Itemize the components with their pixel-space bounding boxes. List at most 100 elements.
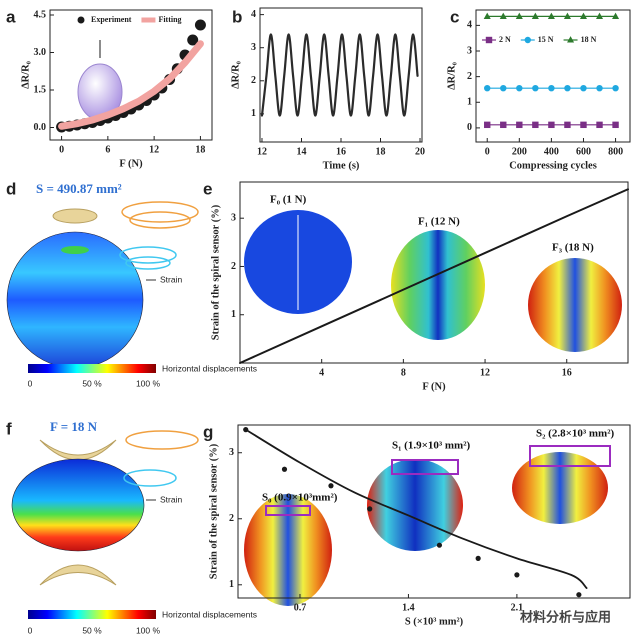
data-point: [516, 84, 523, 92]
data-point: [563, 12, 571, 19]
fem-image: [244, 494, 332, 606]
legend-symbol: [567, 36, 575, 43]
y-tick-label: 0.0: [34, 122, 47, 133]
data-point: [564, 121, 571, 129]
colorbar-tick: 50 %: [82, 625, 102, 635]
data-point: [532, 121, 539, 129]
data-point: [580, 121, 587, 129]
y-axis-label: ΔR/R₀: [20, 61, 31, 89]
data-point: [612, 12, 620, 19]
data-point: [187, 34, 199, 46]
x-tick-label: 16: [336, 146, 346, 157]
y-tick-label: 2: [231, 261, 236, 272]
x-tick-label: 4: [319, 367, 324, 378]
colorbar-tick: 0: [28, 378, 33, 388]
data-point: [596, 12, 604, 19]
spiral: [121, 201, 199, 223]
x-axis-label: F (N): [422, 381, 446, 392]
contact-box: [265, 505, 311, 516]
x-tick-label: 6: [105, 144, 110, 155]
annotation: S₂ (2.8×10³ mm²): [536, 428, 615, 440]
y-axis-label: ΔR/R₀: [446, 62, 457, 90]
panel-letter: g: [203, 422, 213, 441]
y-tick-label: 4: [251, 9, 256, 20]
x-tick-label: 20: [415, 146, 425, 157]
x-tick-label: 8: [401, 367, 406, 378]
y-tick-label: 1: [467, 97, 472, 108]
fem-image: [528, 258, 622, 352]
x-tick-label: 16: [562, 367, 572, 378]
y-tick-label: 0: [467, 122, 472, 133]
data-point: [532, 84, 539, 92]
data-point: [612, 121, 619, 129]
panel-letter: d: [6, 179, 16, 198]
legend-label: 18 N: [581, 35, 597, 44]
y-tick-label: 3: [251, 42, 256, 53]
data-line: [244, 428, 588, 589]
y-tick-label: 3: [229, 447, 234, 458]
data-line: [58, 40, 204, 130]
panel-letter: c: [450, 7, 459, 26]
x-axis-label: Compressing cycles: [509, 160, 597, 171]
legend-label: 15 N: [538, 35, 554, 44]
colorbar-label: Horizontal displacements: [162, 609, 257, 619]
spiral: [129, 211, 191, 229]
x-tick-label: 400: [544, 146, 559, 157]
panel-d: d S = 490.87 mm² Strain 0 50 % 100 % Hor…: [6, 179, 257, 388]
x-tick-label: 0: [59, 144, 64, 155]
x-axis-label: S (×10³ mm²): [405, 616, 464, 627]
press-plate: [39, 439, 117, 461]
legend-label: Fitting: [158, 15, 181, 24]
x-axis-label: F (N): [119, 158, 143, 169]
annotation: F₀ (1 N): [270, 194, 307, 206]
panel-letter: a: [6, 7, 16, 26]
x-tick-label: 12: [149, 144, 159, 155]
colorbar-label: Horizontal displacements: [162, 363, 257, 373]
x-tick-label: 0.7: [294, 602, 307, 613]
x-tick-label: 600: [576, 146, 591, 157]
x-tick-label: 14: [296, 146, 306, 157]
press-plate: [52, 208, 98, 224]
x-tick-label: 2.1: [511, 602, 524, 613]
legend-symbol: [524, 36, 531, 44]
x-tick-label: 12: [257, 146, 267, 157]
y-tick-label: 2: [251, 75, 256, 86]
y-tick-label: 1: [251, 108, 256, 119]
data-point: [547, 12, 555, 19]
fem-image: [512, 452, 608, 524]
x-tick-label: 800: [608, 146, 623, 157]
plot-frame: [49, 9, 213, 141]
data-point: [436, 542, 443, 548]
data-point: [483, 12, 491, 19]
legend-label: 2 N: [499, 35, 511, 44]
spiral: [123, 469, 177, 487]
y-axis-label: Strain of the spiral sensor (%): [210, 204, 221, 340]
data-point: [281, 466, 288, 472]
x-tick-label: 200: [512, 146, 527, 157]
data-point: [548, 121, 555, 129]
x-tick-label: 18: [376, 146, 386, 157]
y-tick-label: 2: [229, 513, 234, 524]
x-axis-label: Time (s): [323, 160, 360, 171]
plot-frame: [237, 424, 631, 599]
y-tick-label: 1: [229, 579, 234, 590]
panel-letter: b: [232, 7, 242, 26]
x-tick-label: 12: [480, 367, 490, 378]
colorbar-tick: 0: [28, 625, 33, 635]
data-point: [576, 592, 582, 598]
colorbar-tick: 100 %: [136, 625, 161, 635]
data-point: [596, 84, 603, 92]
y-axis-label: Strain of the spiral sensor (%): [208, 443, 219, 579]
strain-label: Strain: [160, 274, 182, 284]
y-tick-label: 3: [467, 45, 472, 56]
colorbar-tick: 100 %: [136, 378, 161, 388]
data-point: [548, 84, 555, 92]
x-tick-label: 1.4: [402, 602, 415, 613]
fem-image: [391, 230, 485, 340]
data-point: [484, 121, 491, 129]
y-tick-label: 3.0: [34, 47, 47, 58]
panel-f: f F = 18 N Strain 0 50 % 100 % Horizonta…: [6, 419, 257, 635]
panel-title: S = 490.87 mm²: [36, 181, 122, 196]
spiral: [119, 246, 177, 264]
y-tick-label: 1: [231, 309, 236, 320]
